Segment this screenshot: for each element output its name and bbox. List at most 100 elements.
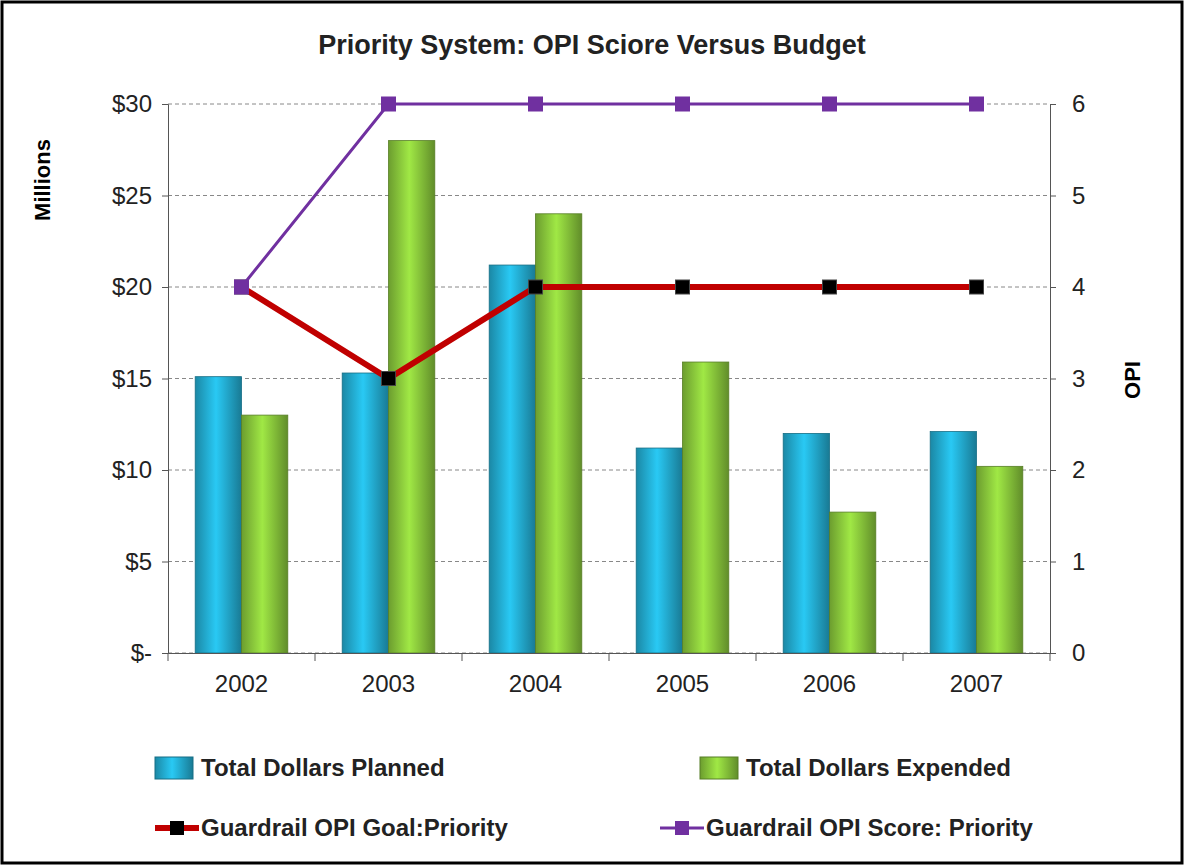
marker (676, 97, 690, 111)
chart: Priority System: OPI Sciore Versus Budge… (0, 0, 1184, 865)
line-series (235, 280, 984, 386)
y2-tick-label: 6 (1072, 90, 1085, 117)
bar-series (195, 265, 976, 653)
plot-area (195, 97, 1023, 653)
bar (683, 362, 729, 653)
y2-axis-line (1051, 105, 1057, 654)
y-tick-label: $10 (112, 456, 152, 483)
grid-line (168, 561, 1050, 562)
marker (823, 97, 837, 111)
y-tick: $10 (112, 456, 168, 483)
grid-line (168, 195, 1050, 196)
category-divider (462, 653, 463, 661)
grid (168, 104, 1050, 653)
y-tick-label: $20 (112, 273, 152, 300)
y2-axis: 0 1 2 3 4 5 6 (1050, 90, 1085, 666)
y2-tick-label: 1 (1072, 548, 1085, 575)
frame (2, 2, 1182, 863)
bar-series (242, 141, 1023, 653)
legend-marker (170, 821, 184, 835)
y-tick: $20 (112, 273, 168, 300)
x-tick: 2006 (803, 653, 856, 697)
legend-item: Total Dollars Expended (700, 754, 1011, 781)
y2-tick-mark (1050, 196, 1056, 197)
y-axis-title: Millions (30, 139, 55, 221)
legend-label: Total Dollars Planned (201, 754, 445, 781)
y-tick-mark (162, 196, 168, 197)
y-tick-mark (162, 287, 168, 288)
y-tick-label: $5 (125, 548, 152, 575)
x-tick: 2002 (215, 653, 268, 697)
marker (235, 280, 249, 294)
line (242, 287, 977, 379)
legend-item: Guardrail OPI Goal:Priority (155, 814, 508, 841)
y2-tick-mark (1050, 287, 1056, 288)
marker (235, 280, 249, 294)
category-divider (903, 653, 904, 661)
x-tick-label: 2003 (362, 670, 415, 697)
y2-tick: 2 (1050, 456, 1085, 483)
grid-line (168, 378, 1050, 379)
legend-label: Guardrail OPI Goal:Priority (201, 814, 508, 841)
y2-tick-mark (1050, 562, 1056, 563)
marker (823, 280, 837, 294)
marker (529, 280, 543, 294)
bar (389, 141, 435, 653)
y-tick: $5 (125, 548, 168, 575)
x-tick: 2003 (362, 653, 415, 697)
line (242, 104, 977, 287)
y-tick: $- (131, 639, 168, 666)
legend-item: Guardrail OPI Score: Priority (660, 814, 1033, 841)
y2-tick: 0 (1050, 639, 1085, 666)
y2-tick: 5 (1050, 182, 1085, 209)
y2-axis-title: OPI (1120, 361, 1145, 399)
y2-tick-mark (1050, 379, 1056, 380)
y-tick-mark (162, 562, 168, 563)
y2-tick: 1 (1050, 548, 1085, 575)
x-tick-label: 2004 (509, 670, 562, 697)
y2-tick-label: 3 (1072, 365, 1085, 392)
y-tick: $15 (112, 365, 168, 392)
y-tick-label: $30 (112, 90, 152, 117)
legend-swatch (700, 757, 738, 779)
y-tick: $30 (112, 90, 168, 117)
y2-tick-label: 4 (1072, 273, 1085, 300)
bar (636, 448, 682, 653)
bar (930, 432, 976, 653)
title: Priority System: OPI Sciore Versus Budge… (318, 30, 866, 60)
y2-tick-mark (1050, 104, 1056, 105)
y2-tick-mark (1050, 470, 1056, 471)
x-tick-label: 2007 (950, 670, 1003, 697)
bar (830, 512, 876, 653)
legend-label: Guardrail OPI Score: Priority (706, 814, 1033, 841)
y-tick-mark (162, 653, 168, 654)
legend-swatch (155, 757, 193, 779)
y2-tick-label: 0 (1072, 639, 1085, 666)
y-tick: $25 (112, 182, 168, 209)
marker (382, 97, 396, 111)
x-tick-label: 2005 (656, 670, 709, 697)
y-tick-label: $15 (112, 365, 152, 392)
y-axis: $- $5 $10 $15 $20 $25 $30 (112, 90, 169, 666)
x-tick: 2004 (509, 653, 562, 697)
y2-tick-mark (1050, 653, 1056, 654)
marker (382, 372, 396, 386)
bar (195, 377, 241, 653)
category-divider (168, 653, 169, 661)
legend: Total Dollars Planned Total Dollars Expen… (155, 754, 1033, 841)
marker (676, 280, 690, 294)
x-tick: 2007 (950, 653, 1003, 697)
x-tick-label: 2002 (215, 670, 268, 697)
bar (242, 415, 288, 653)
y-tick-mark (162, 104, 168, 105)
y-tick-label: $- (131, 639, 152, 666)
category-divider (609, 653, 610, 661)
category-divider (315, 653, 316, 661)
y2-tick: 4 (1050, 273, 1085, 300)
category-divider (1050, 653, 1051, 661)
bar (783, 433, 829, 653)
grid-line (168, 470, 1050, 471)
bar (342, 373, 388, 653)
marker (970, 280, 984, 294)
x-axis: 2002 2003 2004 2005 2006 2007 (168, 653, 1051, 697)
